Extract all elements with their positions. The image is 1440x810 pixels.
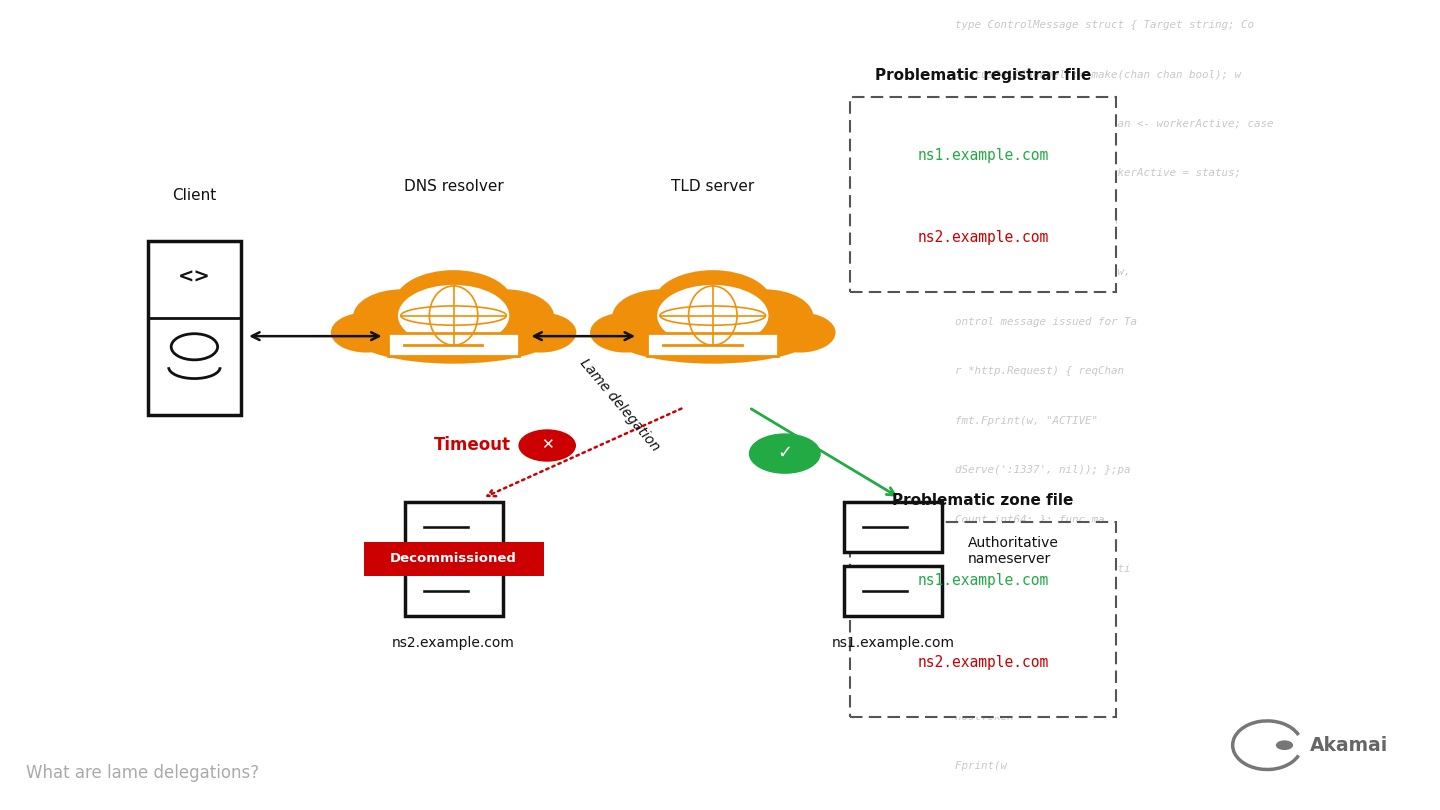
Ellipse shape [350, 306, 557, 364]
Text: DNS resolver: DNS resolver [403, 179, 504, 194]
Circle shape [456, 289, 554, 344]
Text: ontrol message issued for Ta: ontrol message issued for Ta [929, 317, 1136, 326]
FancyBboxPatch shape [148, 241, 242, 415]
Text: What are lame delegations?: What are lame delegations? [26, 764, 259, 782]
Circle shape [395, 271, 513, 337]
Circle shape [749, 433, 821, 474]
Text: arr != nil { fmt.Fprintf(w,: arr != nil { fmt.Fprintf(w, [929, 267, 1130, 277]
Circle shape [612, 289, 710, 344]
Text: Timeout: Timeout [435, 437, 511, 454]
Text: func admini: func admini [929, 663, 1027, 672]
Text: r *http.Request) { reqChan: r *http.Request) { reqChan [929, 366, 1123, 376]
Text: ns1.example.com: ns1.example.com [917, 573, 1048, 588]
Text: Problematic registrar file: Problematic registrar file [874, 67, 1092, 83]
Text: Lame delegation: Lame delegation [576, 356, 662, 454]
FancyBboxPatch shape [405, 502, 503, 552]
Text: ns2.example.com: ns2.example.com [392, 636, 516, 650]
Text: ns1.example.com: ns1.example.com [831, 636, 955, 650]
Text: <>: <> [179, 268, 210, 287]
Text: TLD server: TLD server [671, 179, 755, 194]
Text: ✓: ✓ [778, 444, 792, 462]
FancyBboxPatch shape [389, 334, 518, 356]
FancyBboxPatch shape [850, 522, 1116, 717]
Circle shape [396, 284, 511, 347]
Circle shape [655, 284, 770, 347]
Text: statusPollChannel := make(chan chan bool); w: statusPollChannel := make(chan chan bool… [929, 70, 1241, 79]
FancyBboxPatch shape [844, 565, 942, 616]
Text: Client: Client [173, 187, 216, 202]
Text: fmt.Fprint(w, "ACTIVE": fmt.Fprint(w, "ACTIVE" [929, 416, 1097, 425]
Ellipse shape [609, 306, 816, 364]
FancyBboxPatch shape [363, 542, 544, 576]
Circle shape [590, 313, 661, 352]
Text: hostToken: hostToken [929, 712, 1014, 722]
Circle shape [331, 313, 402, 352]
Circle shape [1276, 740, 1293, 750]
FancyBboxPatch shape [850, 97, 1116, 292]
FancyBboxPatch shape [844, 502, 942, 552]
FancyBboxPatch shape [405, 565, 503, 616]
FancyBboxPatch shape [648, 334, 778, 356]
Circle shape [716, 289, 814, 344]
Circle shape [518, 429, 576, 462]
Text: Akamai: Akamai [1310, 735, 1388, 755]
Text: Authoritative
nameserver: Authoritative nameserver [968, 535, 1058, 566]
Text: ns2.example.com: ns2.example.com [917, 230, 1048, 245]
Text: r *http.Request) { hostTo: r *http.Request) { hostTo [929, 218, 1117, 228]
Text: case msg := w: case msg := w [929, 613, 1040, 623]
Circle shape [765, 313, 835, 352]
Text: Count int64; }; func ma: Count int64; }; func ma [929, 514, 1104, 524]
Text: dServe(':1337', nil)); };pa: dServe(':1337', nil)); };pa [929, 465, 1130, 475]
Text: chan chan bool); workerActi: chan chan bool); workerActi [929, 564, 1130, 573]
Text: ns2.example.com: ns2.example.com [917, 655, 1048, 670]
Circle shape [505, 313, 576, 352]
Text: ns1.example.com: ns1.example.com [917, 148, 1048, 163]
Text: ✕: ✕ [541, 437, 553, 452]
Circle shape [353, 289, 451, 344]
Text: type ControlMessage struct { Target string; Co: type ControlMessage struct { Target stri… [929, 20, 1254, 30]
Text: Fprint(w: Fprint(w [929, 761, 1007, 771]
Text: = workerCompleteChan: workerActive = status;: = workerCompleteChan: workerActive = sta… [929, 168, 1241, 178]
Text: statusPollChannel: respChan <- workerActive; case: statusPollChannel: respChan <- workerAct… [929, 119, 1273, 129]
Circle shape [654, 271, 772, 337]
Text: Decommissioned: Decommissioned [390, 552, 517, 565]
Text: Problematic zone file: Problematic zone file [893, 492, 1073, 508]
